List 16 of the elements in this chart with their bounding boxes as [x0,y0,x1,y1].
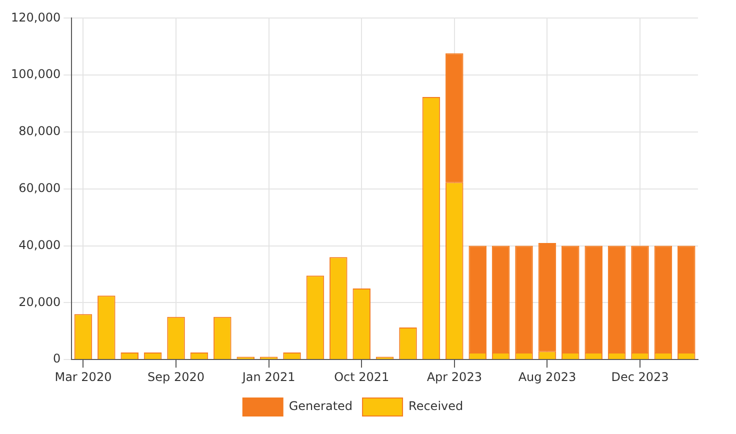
legend-label: Received [408,399,464,414]
y-tick-label: 120,000 [11,10,61,24]
x-tick-label: Oct 2021 [334,370,390,384]
x-tick-label: Dec 2023 [611,370,669,384]
x-tick-label: Jan 2021 [241,370,296,384]
x-tick-label: Apr 2023 [426,370,482,384]
x-tick-label: Mar 2020 [54,370,112,384]
y-tick-label: 80,000 [18,124,61,138]
y-tick-label: 60,000 [18,181,61,196]
legend-label: Generated [288,399,353,414]
x-tick-label: Aug 2023 [518,370,576,384]
y-tick-label: 20,000 [18,294,61,309]
y-tick-label: 40,000 [18,238,61,252]
y-tick-label: 0 [52,352,61,366]
y-tick-label: 100,000 [11,67,61,82]
x-tick-label: Sep 2020 [148,370,205,384]
